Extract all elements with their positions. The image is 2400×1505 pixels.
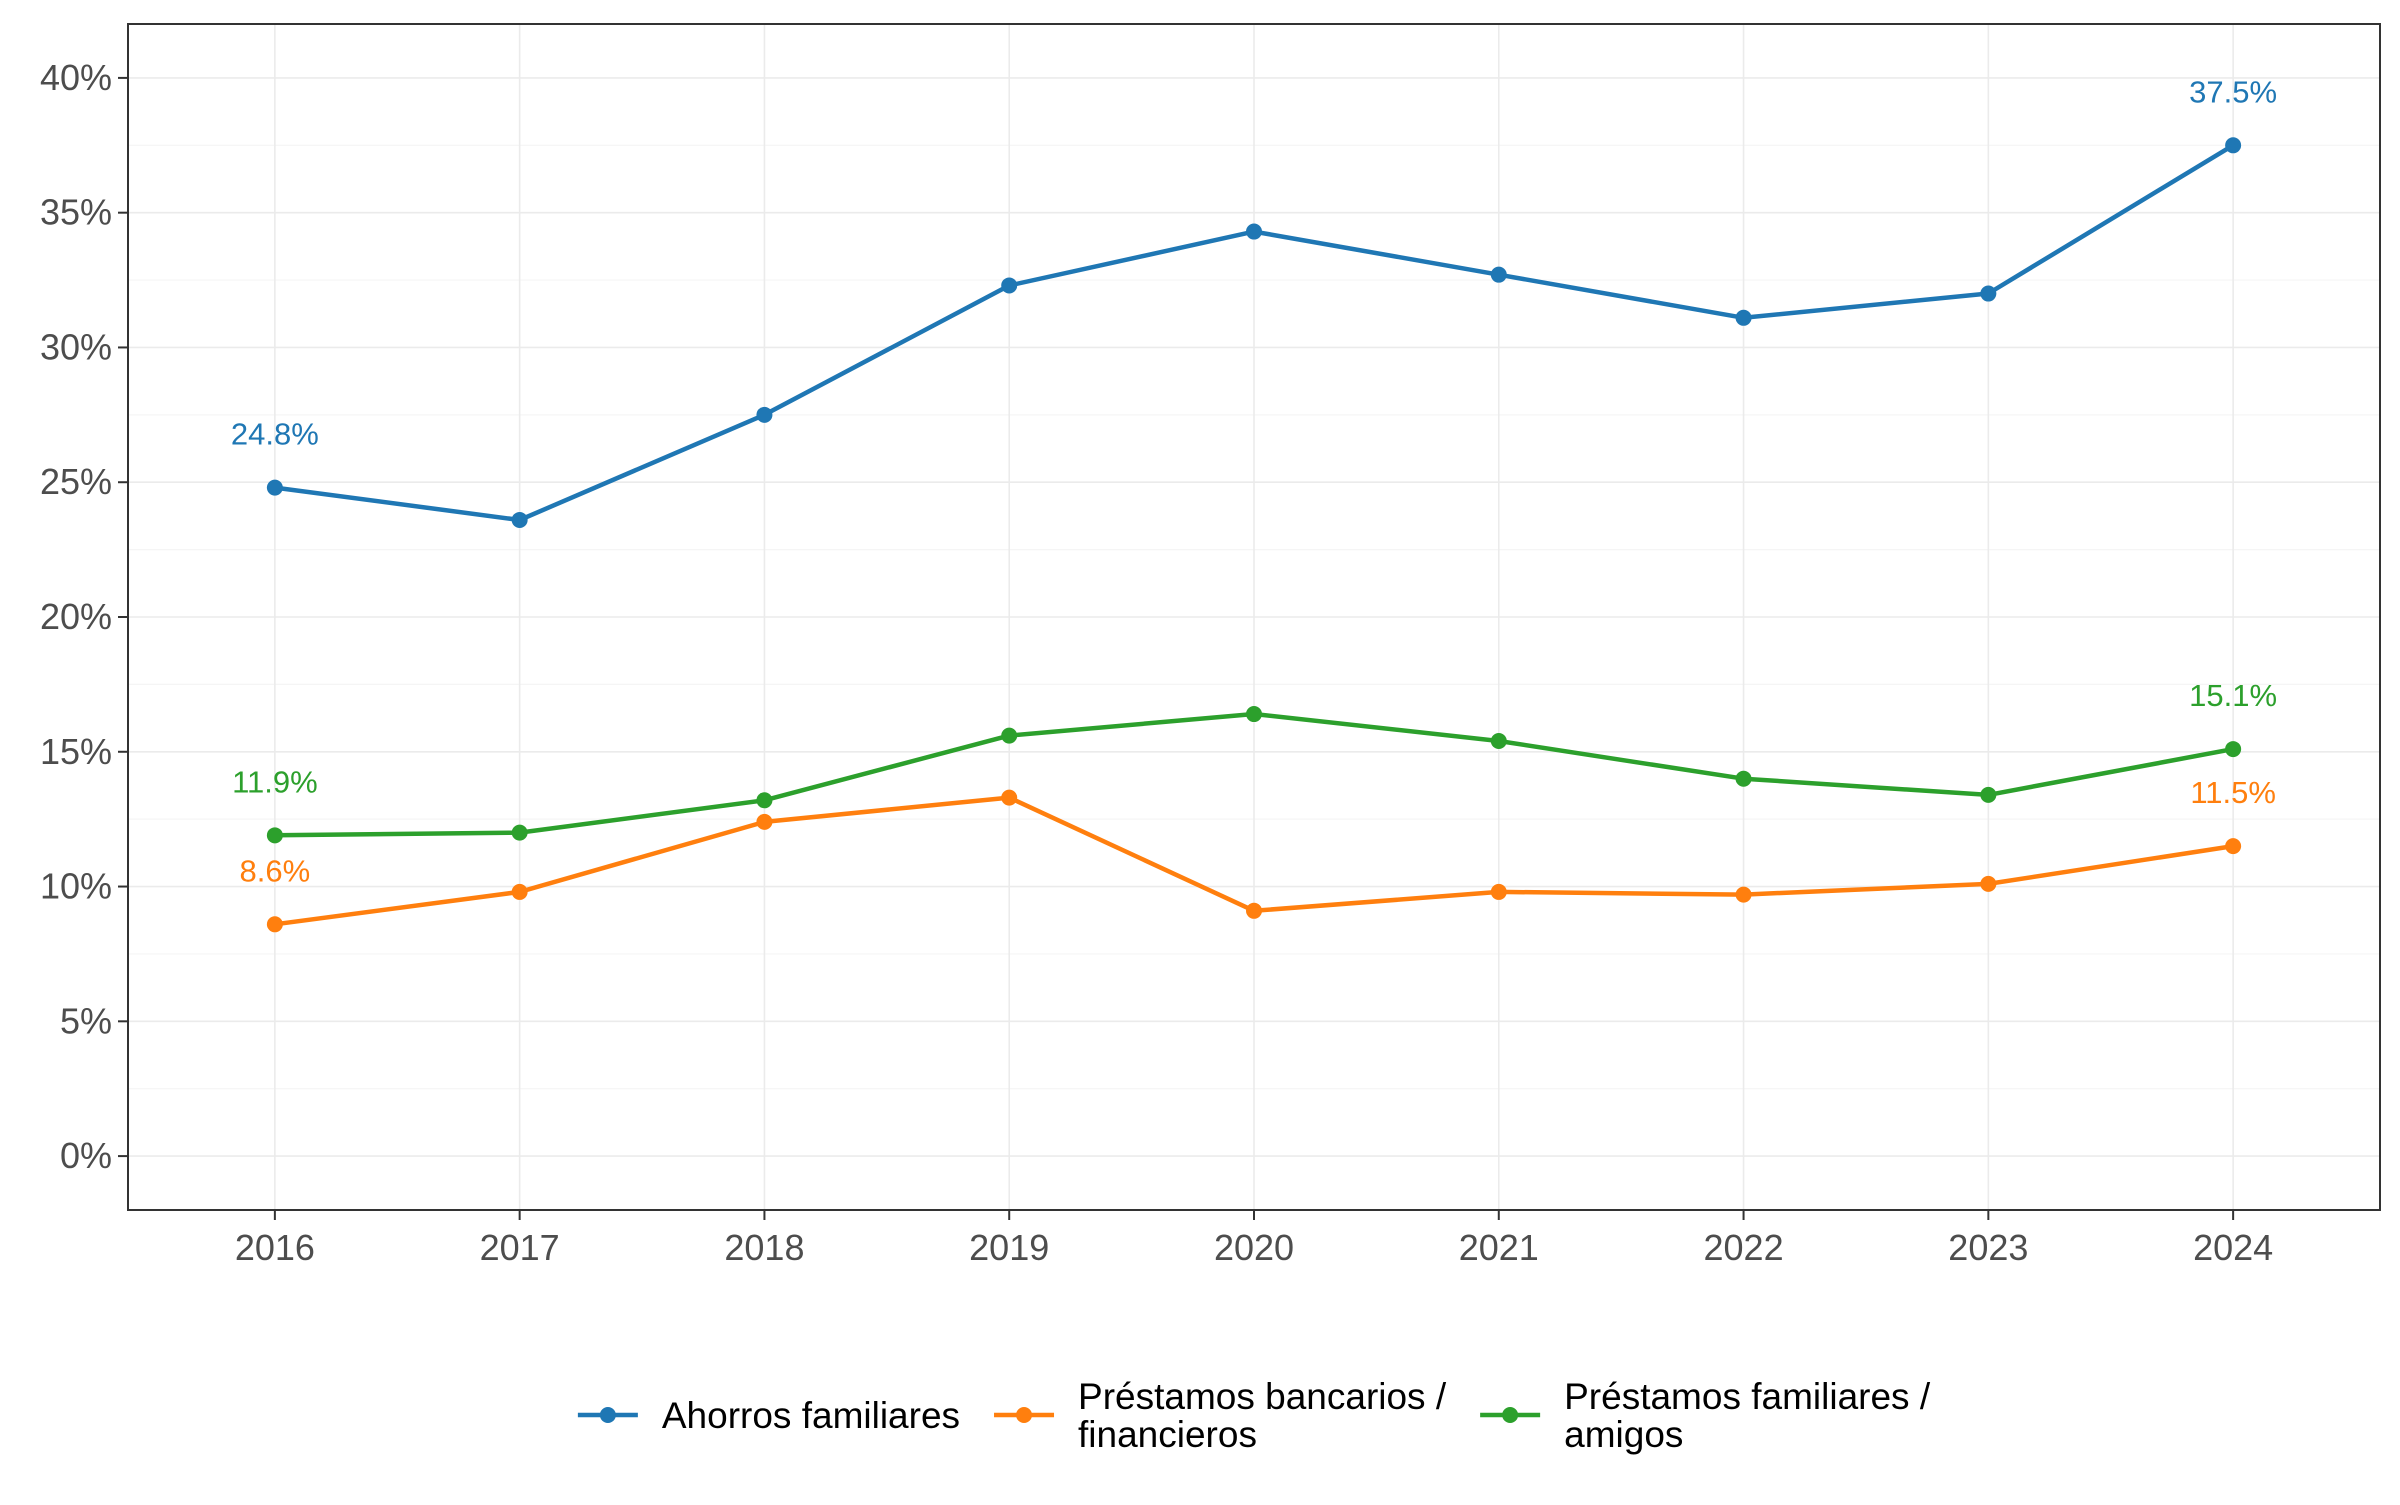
data-point-prestamos-bancarios-financieros xyxy=(1735,886,1752,903)
data-point-ahorros-familiares xyxy=(1980,285,1997,302)
y-tick-label: 5% xyxy=(60,1000,112,1041)
y-tick-label: 10% xyxy=(40,866,112,907)
legend-label-prestamos-familiares-amigos: amigos xyxy=(1564,1414,1683,1455)
x-tick-label: 2017 xyxy=(480,1227,560,1268)
x-tick-label: 2023 xyxy=(1948,1227,2028,1268)
data-point-prestamos-familiares-amigos xyxy=(1246,706,1262,723)
data-label-ahorros-familiares: 24.8% xyxy=(231,417,319,452)
legend-label-prestamos-familiares-amigos: Préstamos familiares / xyxy=(1564,1376,1931,1417)
y-tick-label: 25% xyxy=(40,461,112,502)
data-point-prestamos-bancarios-financieros xyxy=(756,813,773,830)
x-tick-label: 2022 xyxy=(1704,1227,1784,1268)
x-tick-label: 2020 xyxy=(1214,1227,1294,1268)
data-point-prestamos-familiares-amigos xyxy=(266,827,283,844)
data-label-prestamos-bancarios-financieros: 11.5% xyxy=(2190,775,2276,810)
x-tick-label: 2019 xyxy=(969,1227,1049,1268)
data-point-prestamos-bancarios-financieros xyxy=(1490,883,1507,900)
data-point-prestamos-familiares-amigos xyxy=(1980,786,1997,803)
x-tick-label: 2021 xyxy=(1459,1227,1539,1268)
legend-item-prestamos-bancarios-financieros: Préstamos bancarios /financieros xyxy=(994,1376,1447,1455)
x-tick-label: 2016 xyxy=(235,1227,315,1268)
y-tick-label: 20% xyxy=(40,596,112,637)
data-point-ahorros-familiares xyxy=(511,511,528,528)
series-ahorros-familiares xyxy=(266,137,2242,528)
x-tick-label: 2018 xyxy=(724,1227,804,1268)
y-tick-label: 40% xyxy=(40,57,112,98)
y-tick-label: 15% xyxy=(40,731,112,772)
y-tick-label: 35% xyxy=(40,192,112,233)
data-label-ahorros-familiares: 37.5% xyxy=(2189,74,2277,109)
data-point-ahorros-familiares xyxy=(1246,223,1262,240)
legend-key-point-prestamos-bancarios-financieros xyxy=(1016,1407,1033,1423)
legend-label-prestamos-bancarios-financieros: financieros xyxy=(1078,1414,1257,1455)
data-point-ahorros-familiares xyxy=(1001,277,1018,294)
data-point-ahorros-familiares xyxy=(1735,309,1752,326)
grid-lines xyxy=(128,24,2380,1210)
data-point-prestamos-bancarios-financieros xyxy=(266,916,283,933)
legend: Ahorros familiares Préstamos bancarios /f… xyxy=(577,1376,1931,1455)
data-point-prestamos-familiares-amigos xyxy=(511,824,528,841)
legend-key-point-ahorros-familiares xyxy=(599,1407,616,1423)
data-label-prestamos-familiares-amigos: 11.9% xyxy=(232,764,318,799)
data-point-ahorros-familiares xyxy=(1490,266,1507,283)
legend-label-prestamos-bancarios-financieros: Préstamos bancarios / xyxy=(1078,1376,1447,1417)
data-point-prestamos-bancarios-financieros xyxy=(1980,875,1997,892)
data-point-prestamos-familiares-amigos xyxy=(756,792,773,809)
data-point-prestamos-bancarios-financieros xyxy=(2225,838,2242,855)
x-tick-label: 2024 xyxy=(2193,1227,2273,1268)
legend-item-prestamos-familiares-amigos: Préstamos familiares /amigos xyxy=(1480,1376,1931,1455)
data-point-ahorros-familiares xyxy=(756,406,773,423)
legend-label-ahorros-familiares: Ahorros familiares xyxy=(662,1395,960,1436)
legend-key-point-prestamos-familiares-amigos xyxy=(1502,1407,1519,1423)
series-prestamos-bancarios-financieros xyxy=(266,789,2242,933)
data-point-ahorros-familiares xyxy=(2225,137,2242,154)
data-point-prestamos-familiares-amigos xyxy=(1490,732,1507,749)
data-labels: 24.8% 37.5% 8.6% 11.5% 11.9% 15.1% xyxy=(231,74,2277,888)
data-point-ahorros-familiares xyxy=(266,479,283,496)
y-tick-label: 0% xyxy=(60,1135,112,1176)
data-point-prestamos-familiares-amigos xyxy=(1001,727,1018,744)
series-prestamos-familiares-amigos xyxy=(266,706,2242,844)
legend-item-ahorros-familiares: Ahorros familiares xyxy=(577,1395,960,1436)
data-label-prestamos-familiares-amigos: 15.1% xyxy=(2189,678,2277,713)
data-point-prestamos-bancarios-financieros xyxy=(511,883,528,900)
data-point-prestamos-familiares-amigos xyxy=(2225,741,2242,758)
axes: 0% 5% 10% 15% 20% 25% 30% 35% 40% 2016 2017 2018 201… xyxy=(40,57,2273,1268)
data-point-prestamos-bancarios-financieros xyxy=(1246,902,1262,919)
data-point-prestamos-familiares-amigos xyxy=(1735,770,1752,787)
data-label-prestamos-bancarios-financieros: 8.6% xyxy=(240,853,311,888)
y-tick-label: 30% xyxy=(40,326,112,367)
series-lines xyxy=(266,137,2242,933)
data-point-prestamos-bancarios-financieros xyxy=(1001,789,1018,806)
